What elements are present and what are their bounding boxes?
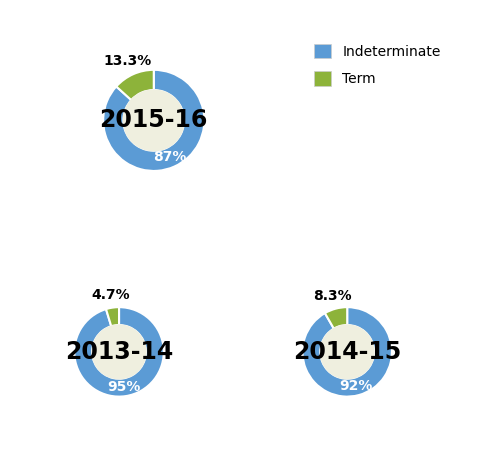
- Wedge shape: [303, 307, 392, 397]
- Wedge shape: [103, 70, 204, 171]
- Circle shape: [320, 325, 374, 379]
- Text: 95%: 95%: [108, 380, 141, 394]
- Text: 92%: 92%: [340, 380, 373, 394]
- Text: 87%: 87%: [153, 150, 187, 164]
- Text: 2015-16: 2015-16: [100, 108, 208, 132]
- Text: 2014-15: 2014-15: [293, 340, 401, 364]
- Wedge shape: [106, 307, 119, 326]
- Text: 4.7%: 4.7%: [91, 288, 130, 302]
- Text: 8.3%: 8.3%: [313, 289, 352, 303]
- Wedge shape: [116, 70, 154, 100]
- Circle shape: [92, 325, 146, 379]
- Circle shape: [124, 90, 184, 151]
- Legend: Indeterminate, Term: Indeterminate, Term: [314, 44, 440, 86]
- Text: 13.3%: 13.3%: [103, 54, 151, 68]
- Wedge shape: [325, 307, 347, 329]
- Wedge shape: [74, 307, 164, 397]
- Text: 2013-14: 2013-14: [65, 340, 173, 364]
